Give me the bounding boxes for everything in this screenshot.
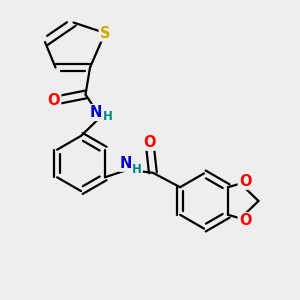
Text: O: O [144, 135, 156, 150]
Text: O: O [48, 93, 60, 108]
Text: N: N [120, 156, 132, 171]
Text: O: O [239, 213, 251, 228]
Text: N: N [90, 105, 102, 120]
Text: S: S [100, 26, 110, 40]
Text: H: H [132, 163, 142, 176]
Text: O: O [239, 174, 251, 189]
Text: H: H [103, 110, 113, 124]
